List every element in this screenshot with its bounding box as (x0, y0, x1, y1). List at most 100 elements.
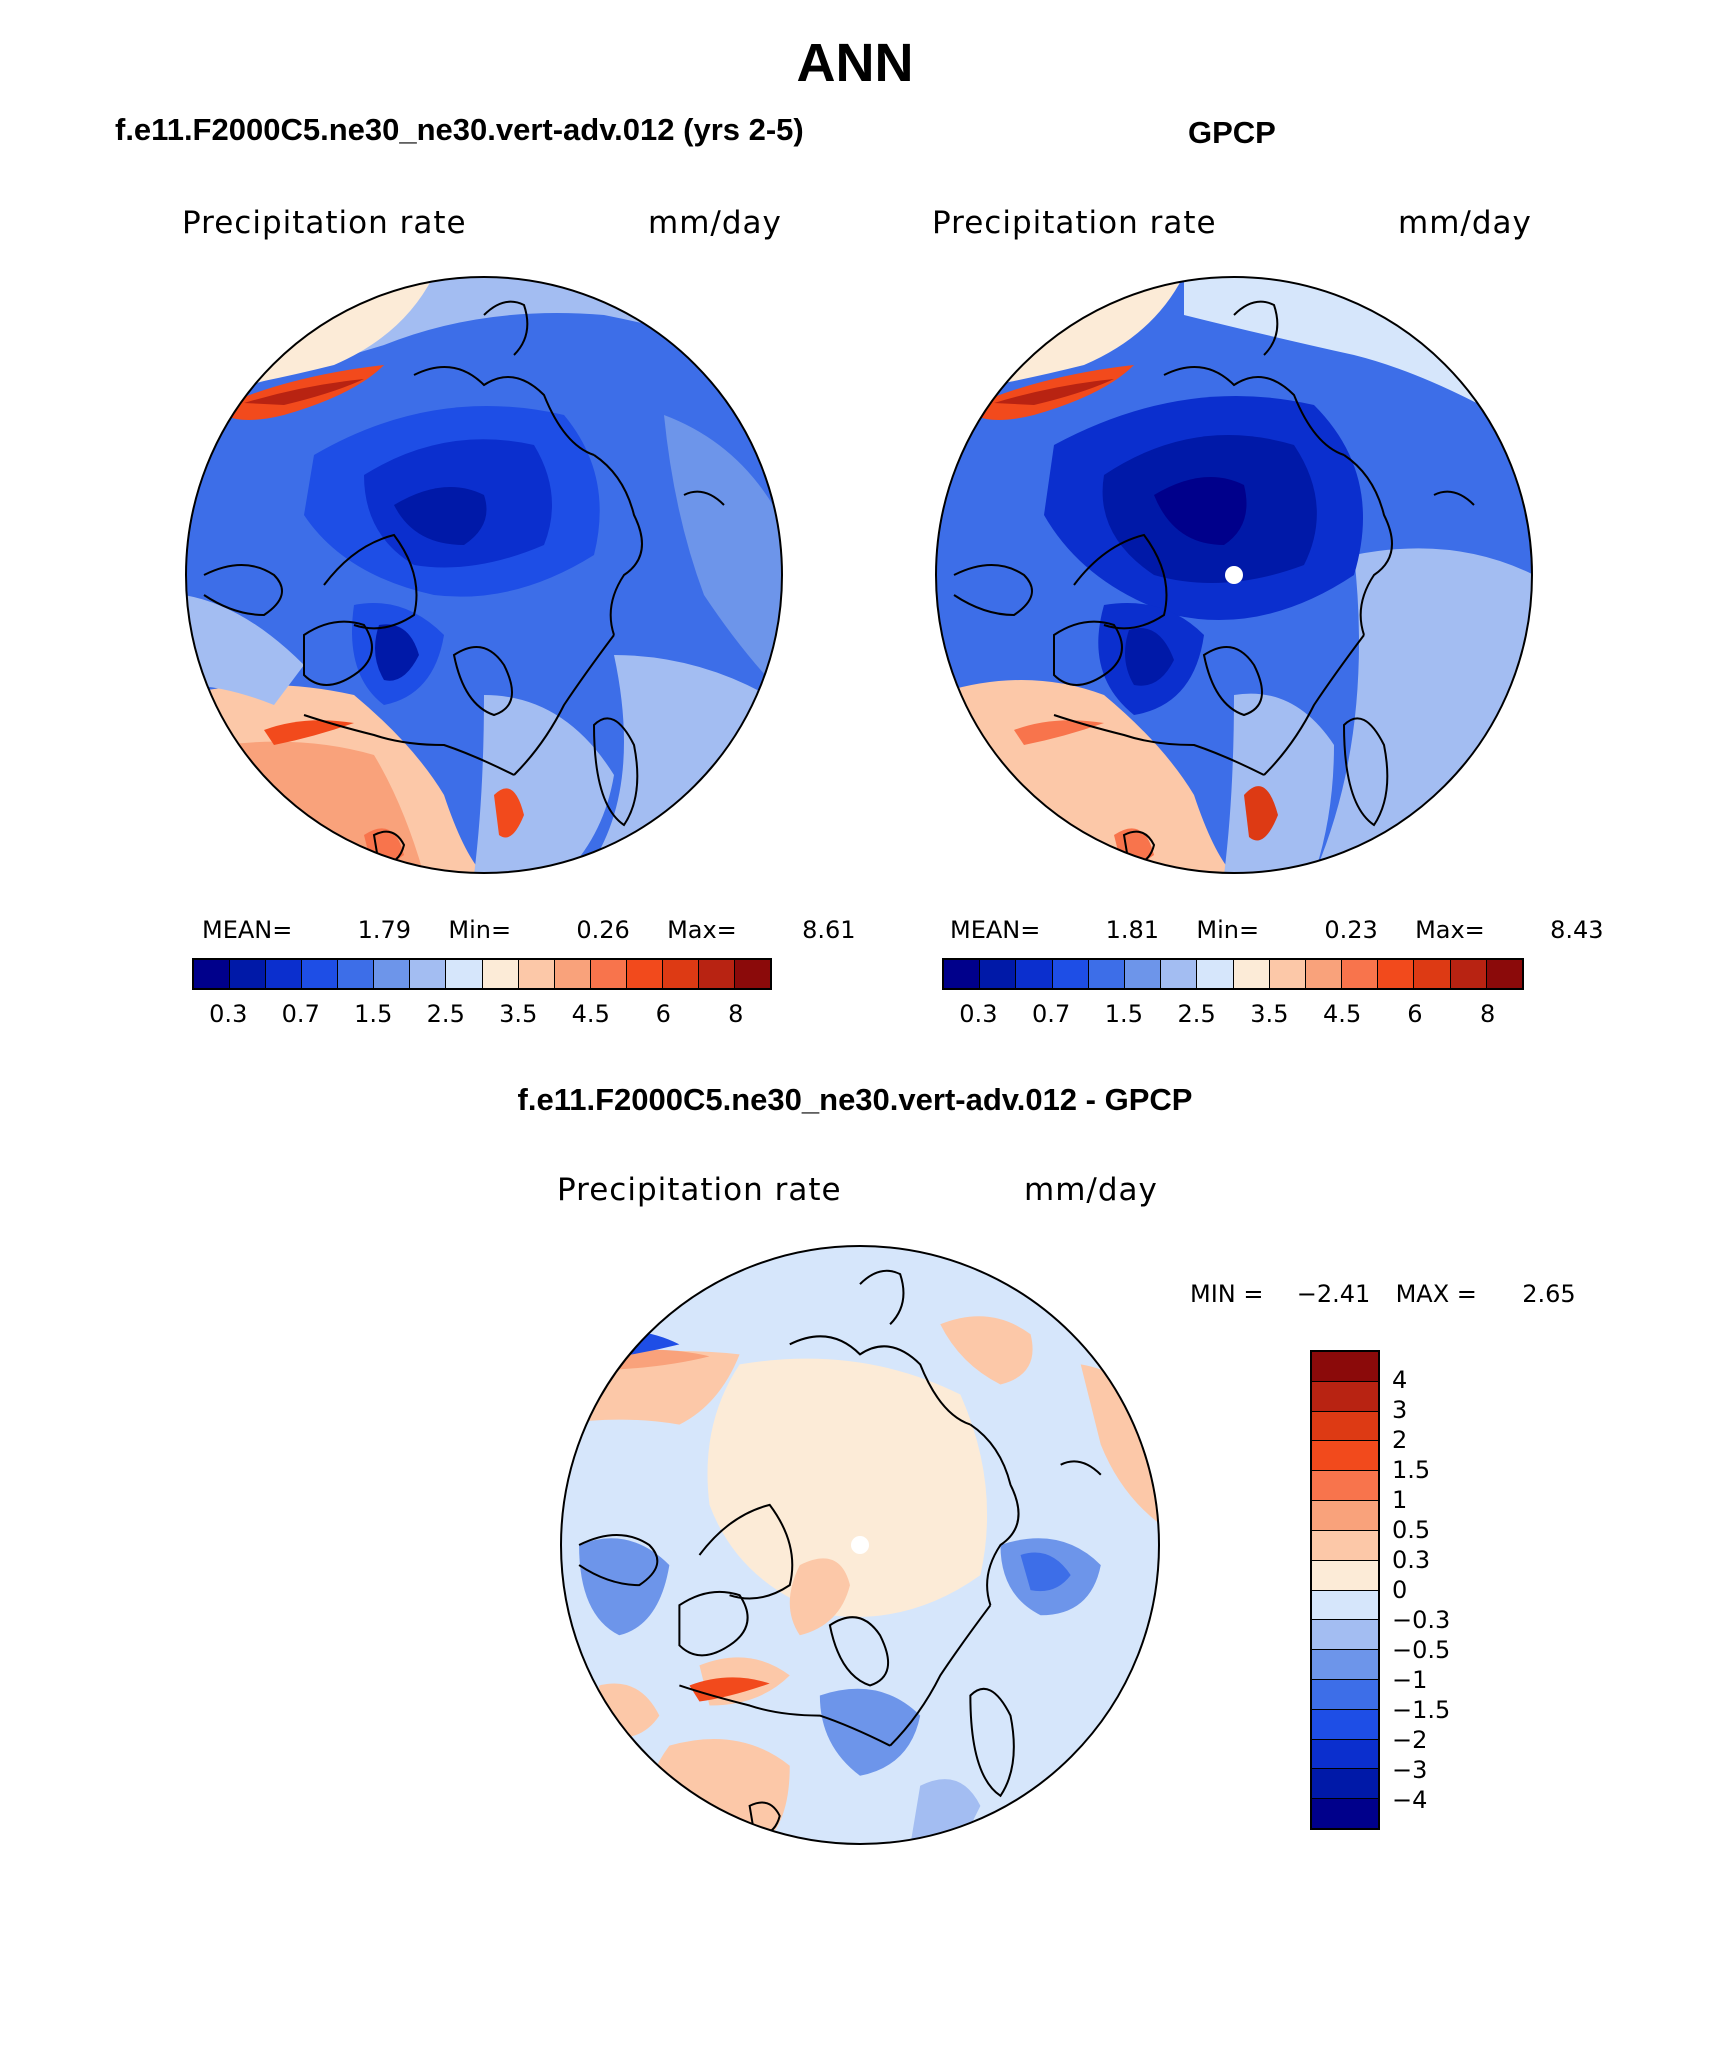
diff-polar-map (560, 1245, 1160, 1845)
panel1-colorbar-swatch (662, 960, 699, 988)
diff-colorbar-swatch (1312, 1471, 1378, 1502)
panel2-max-label: Max= (1415, 916, 1485, 944)
panel2-colorbar-swatch (1414, 960, 1451, 988)
diff-colorbar-swatch (1312, 1441, 1378, 1472)
panel1-colorbar-swatch (374, 960, 411, 988)
diff-colorbar-swatch (1312, 1799, 1378, 1828)
diff-colorbar-tick-label: −1.5 (1392, 1696, 1451, 1724)
diff-colorbar-tick-label: −4 (1392, 1786, 1428, 1814)
panel1-colorbar-swatch (554, 960, 591, 988)
diff-colorbar-tick-label: −3 (1392, 1756, 1428, 1784)
panel2-colorbar-tick-label: 1.5 (1104, 1000, 1143, 1028)
panel1-units-label: mm/day (648, 205, 782, 241)
diff-colorbar-swatch (1312, 1620, 1378, 1651)
panel1-colorbar-swatch (338, 960, 375, 988)
panel1-colorbar (192, 958, 772, 990)
diff-colorbar-swatch (1312, 1560, 1378, 1591)
panel1-variable-label: Precipitation rate (182, 205, 467, 241)
panel1-case-title: f.e11.F2000C5.ne30_ne30.vert-adv.012 (yr… (115, 112, 804, 147)
diff-colorbar-tick-label: 2 (1392, 1426, 1408, 1454)
panel1-mean-label: MEAN= (202, 916, 293, 944)
panel2-variable-label: Precipitation rate (932, 205, 1217, 241)
diff-colorbar-swatch (1312, 1739, 1378, 1770)
panel2-colorbar-swatch (1088, 960, 1125, 988)
panel2-colorbar-swatch (944, 960, 981, 988)
diff-colorbar-swatch (1312, 1381, 1378, 1412)
panel2-colorbar-swatch (1269, 960, 1306, 988)
panel2-colorbar-swatch (1052, 960, 1089, 988)
panel2-mean-value: 1.81 (1105, 916, 1160, 944)
diff-colorbar-tick-label: −0.3 (1392, 1606, 1451, 1634)
diff-units-label: mm/day (1024, 1172, 1158, 1208)
panel2-colorbar-swatch (1378, 960, 1415, 988)
panel1-colorbar-swatch (698, 960, 735, 988)
panel1-colorbar-swatch (518, 960, 555, 988)
diff-colorbar-tick-label: 1.5 (1392, 1456, 1431, 1484)
panel2-colorbar-swatch (980, 960, 1017, 988)
panel1-colorbar-tick-label: 1.5 (354, 1000, 393, 1028)
panel1-colorbar-swatch (194, 960, 231, 988)
panel2-colorbar-tick-label: 3.5 (1250, 1000, 1289, 1028)
panel1-colorbar-tick-label: 3.5 (499, 1000, 538, 1028)
panel2-colorbar-swatch (1305, 960, 1343, 988)
diff-colorbar-swatch (1312, 1352, 1378, 1382)
panel2-colorbar-swatch (1233, 960, 1270, 988)
panel2-colorbar-swatch (1197, 960, 1234, 988)
diff-colorbar-tick-label: −1 (1392, 1666, 1428, 1694)
diff-colorbar-tick-label: 1 (1392, 1486, 1408, 1514)
panel1-min-label: Min= (448, 916, 512, 944)
panel2-min-label: Min= (1196, 916, 1260, 944)
diff-max-value: 2.65 (1522, 1280, 1576, 1308)
panel2-colorbar-swatch (1486, 960, 1522, 988)
panel1-colorbar-tick-label: 4.5 (571, 1000, 610, 1028)
main-title: ANN (796, 33, 914, 93)
diff-colorbar-swatch (1312, 1709, 1378, 1740)
panel1-colorbar-swatch (410, 960, 447, 988)
panel2-min-value: 0.23 (1324, 916, 1378, 944)
diff-colorbar-tick-label: 3 (1392, 1396, 1408, 1424)
panel2-max-value: 8.43 (1550, 916, 1604, 944)
panel1-colorbar-swatch (590, 960, 627, 988)
panel1-colorbar-swatch (230, 960, 267, 988)
diff-colorbar-swatch (1312, 1650, 1378, 1680)
panel1-colorbar-tick-label: 8 (728, 1000, 744, 1028)
diff-colorbar-tick-label: 0.3 (1392, 1546, 1431, 1574)
panel1-colorbar-tick-label: 2.5 (426, 1000, 465, 1028)
panel2-case-title: GPCP (1188, 115, 1276, 150)
panel2-colorbar-swatch (1016, 960, 1053, 988)
panel2-colorbar-swatch (1161, 960, 1198, 988)
diff-colorbar-tick-label: 0 (1392, 1576, 1408, 1604)
panel1-colorbar-swatch (626, 960, 663, 988)
panel1-colorbar-swatch (266, 960, 303, 988)
panel1-colorbar-swatch (734, 960, 770, 988)
panel2-colorbar-tick-label: 0.3 (959, 1000, 998, 1028)
panel1-max-value: 8.61 (802, 916, 856, 944)
panel1-colorbar-tick-label: 0.7 (281, 1000, 320, 1028)
panel1-polar-map (185, 276, 783, 874)
panel2-colorbar-tick-label: 6 (1407, 1000, 1423, 1028)
diff-colorbar-tick-label: −2 (1392, 1726, 1428, 1754)
diff-colorbar (1310, 1350, 1380, 1830)
panel2-colorbar-tick-label: 2.5 (1177, 1000, 1216, 1028)
diff-colorbar-swatch (1312, 1501, 1378, 1531)
diff-colorbar-tick-label: 0.5 (1392, 1516, 1431, 1544)
panel1-colorbar-tick-label: 6 (655, 1000, 671, 1028)
panel1-min-value: 0.26 (576, 916, 630, 944)
panel2-colorbar-swatch (1124, 960, 1162, 988)
diff-variable-label: Precipitation rate (557, 1172, 842, 1208)
panel1-mean-value: 1.79 (357, 916, 412, 944)
diff-colorbar-swatch (1312, 1590, 1378, 1621)
diff-max-label: MAX = (1395, 1280, 1477, 1308)
diff-colorbar-swatch (1312, 1530, 1378, 1561)
panel2-polar-map (935, 276, 1533, 874)
diff-colorbar-swatch (1312, 1411, 1378, 1442)
panel1-colorbar-swatch (482, 960, 519, 988)
panel1-max-label: Max= (667, 916, 737, 944)
panel2-mean-label: MEAN= (950, 916, 1041, 944)
diff-colorbar-swatch (1312, 1769, 1378, 1800)
panel2-colorbar-swatch (1450, 960, 1487, 988)
panel1-colorbar-swatch (302, 960, 339, 988)
panel2-colorbar-tick-label: 8 (1479, 1000, 1496, 1028)
panel1-colorbar-tick-label: 0.3 (209, 1000, 248, 1028)
panel2-colorbar (942, 958, 1524, 990)
